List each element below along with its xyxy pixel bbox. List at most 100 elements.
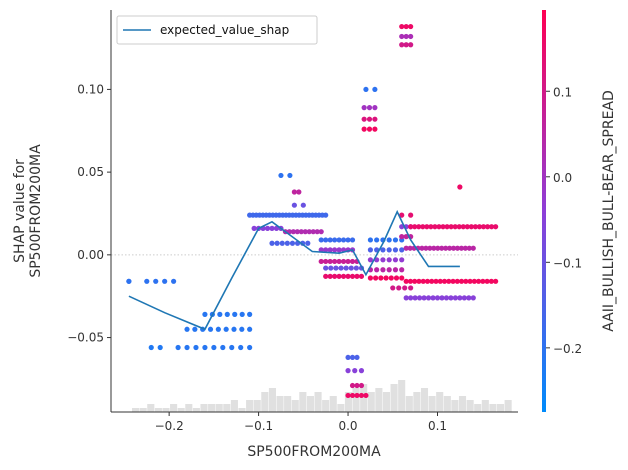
scatter-point — [153, 278, 159, 284]
scatter-point — [345, 258, 351, 265]
histogram-bar — [154, 408, 162, 412]
scatter-point — [323, 258, 329, 265]
scatter-point — [294, 229, 300, 235]
scatter-point — [493, 278, 499, 284]
scatter-point — [327, 237, 333, 243]
scatter-point — [444, 224, 450, 230]
scatter-point — [416, 224, 422, 230]
scatter-point — [323, 212, 329, 218]
scatter-point — [454, 245, 461, 251]
scatter-point — [229, 344, 235, 351]
scatter-point — [373, 275, 379, 281]
scatter-point — [430, 295, 436, 301]
histogram-bar — [458, 396, 467, 412]
scatter-point — [274, 240, 280, 246]
scatter-point — [408, 42, 414, 48]
scatter-point — [484, 278, 490, 284]
scatter-point — [273, 225, 280, 231]
scatter-point — [323, 273, 329, 279]
scatter-point — [340, 237, 347, 243]
scatter-point — [386, 267, 392, 273]
colorbar-tick-label: 0.1 — [553, 85, 572, 99]
scatter-point — [349, 354, 356, 361]
scatter-point — [367, 257, 374, 263]
scatter-point — [366, 116, 373, 122]
scatter-point — [345, 368, 351, 374]
scatter-point — [446, 245, 453, 251]
scatter-point — [318, 237, 324, 243]
scatter-point — [318, 229, 324, 235]
scatter-point — [458, 245, 465, 251]
scatter-point — [352, 368, 358, 374]
histogram-bar — [132, 408, 140, 412]
scatter-point — [383, 275, 389, 281]
scatter-point — [332, 258, 338, 265]
scatter-point — [433, 278, 439, 284]
scatter-point — [403, 278, 409, 284]
histogram-bar — [238, 408, 246, 412]
histogram-bar — [299, 392, 307, 412]
scatter-point — [450, 278, 456, 284]
histogram-bar — [428, 396, 436, 412]
scatter-point — [460, 224, 466, 230]
scatter-point — [466, 245, 472, 251]
scatter-point — [338, 265, 344, 271]
scatter-point — [386, 237, 392, 243]
histogram-bar — [230, 400, 238, 412]
scatter-point — [366, 126, 373, 132]
y-tick-label: 0.05 — [77, 165, 104, 179]
histogram-bar — [382, 392, 391, 412]
scatter-point — [432, 224, 438, 230]
scatter-point — [361, 105, 367, 111]
histogram-bar — [504, 400, 512, 412]
scatter-point — [300, 202, 306, 208]
scatter-point — [374, 237, 380, 243]
scatter-point — [224, 311, 230, 317]
scatter-point — [462, 245, 468, 251]
scatter-point — [361, 116, 367, 122]
scatter-point — [220, 344, 226, 351]
scatter-point — [431, 245, 437, 251]
scatter-point — [332, 237, 338, 243]
scatter-point — [399, 257, 405, 263]
scatter-point — [380, 257, 386, 263]
scatter-point — [417, 295, 423, 301]
scatter-point — [361, 126, 367, 132]
scatter-point — [363, 86, 369, 93]
scatter-point — [470, 245, 476, 251]
histogram-bar — [360, 384, 368, 412]
histogram-bar — [215, 404, 223, 412]
scatter-point — [291, 189, 297, 195]
histogram-bar — [398, 380, 406, 412]
scatter-point — [269, 225, 275, 231]
scatter-point — [144, 278, 150, 284]
scatter-point — [184, 326, 190, 332]
scatter-point — [345, 392, 351, 399]
scatter-point — [467, 278, 473, 284]
y-tick-label: 0.00 — [77, 248, 104, 262]
scatter-point — [327, 273, 333, 279]
scatter-point — [399, 275, 405, 281]
scatter-point — [343, 265, 349, 271]
scatter-point — [407, 278, 414, 284]
scatter-point — [353, 265, 359, 271]
colorbar-label: AAII_BULLISH_BULL-BEAR_SPREAD — [601, 90, 617, 332]
colorbar-tick-label: 0.0 — [553, 171, 572, 185]
scatter-point — [318, 258, 324, 265]
colorbar-tick-label: −0.2 — [553, 342, 582, 356]
scatter-point — [493, 224, 499, 230]
scatter-point — [429, 278, 435, 284]
scatter-point — [336, 237, 342, 243]
scatter-point — [380, 267, 386, 273]
scatter-point — [239, 326, 245, 332]
histogram-bar — [284, 396, 292, 412]
histogram-bar — [466, 400, 474, 412]
histogram-bar — [291, 400, 299, 412]
scatter-point — [399, 42, 405, 48]
scatter-point — [354, 273, 360, 279]
histogram-bar — [481, 400, 489, 412]
scatter-point — [336, 273, 342, 279]
histogram-bar — [200, 404, 208, 412]
scatter-point — [232, 311, 238, 317]
histogram-bar — [162, 408, 170, 412]
